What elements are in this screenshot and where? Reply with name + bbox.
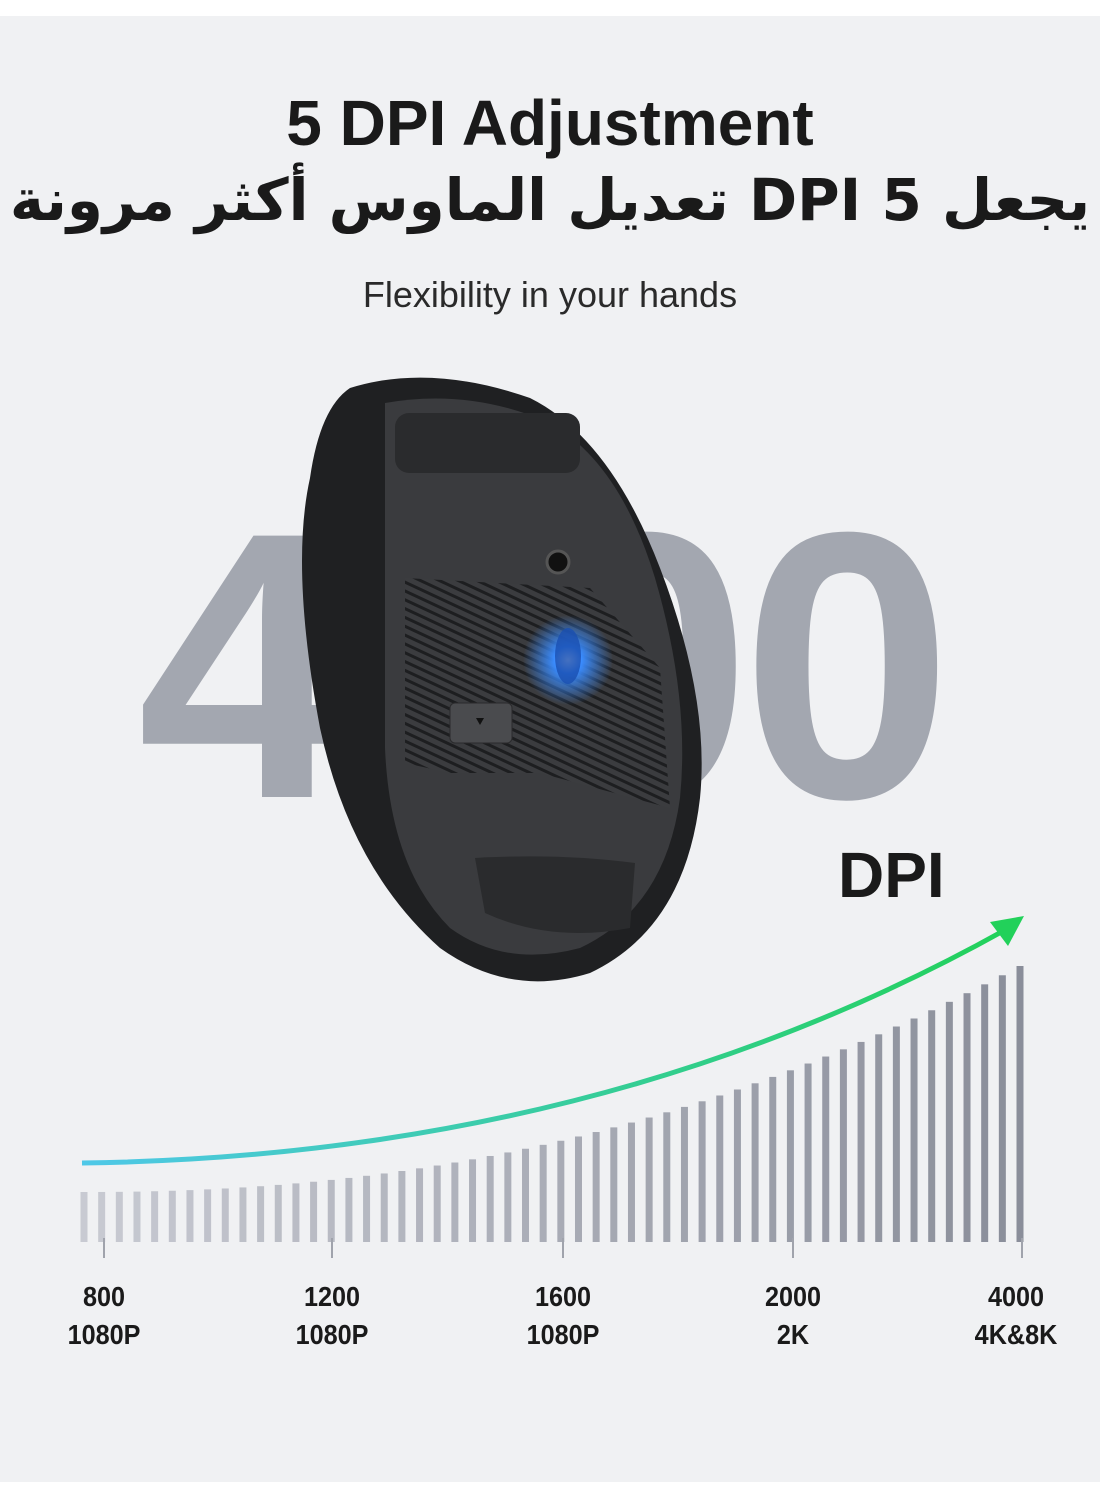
dpi-value: 2000 <box>764 1281 822 1312</box>
scale-bar <box>557 1140 565 1242</box>
dpi-level-label: 1200 1080P <box>269 1278 395 1354</box>
scale-bar <box>363 1175 371 1242</box>
dpi-button <box>545 549 571 575</box>
scale-bar <box>522 1148 530 1242</box>
scale-bar <box>292 1183 300 1242</box>
scale-bar <box>168 1190 176 1242</box>
dpi-value: 800 <box>82 1281 126 1312</box>
top-glide-pad <box>395 413 580 473</box>
scale-bar <box>981 984 989 1242</box>
mouse-image <box>302 377 702 982</box>
arabic-title: يجعل 5 DPI تعديل الماوس أكثر مرونة <box>9 166 1091 234</box>
scale-bar <box>945 1001 953 1242</box>
scale-bar <box>398 1170 406 1242</box>
scale-bar <box>327 1179 335 1242</box>
scale-bar <box>822 1056 830 1242</box>
scale-bar <box>221 1188 229 1242</box>
scale-bar <box>733 1089 741 1242</box>
scale-bar <box>345 1177 353 1242</box>
subtitle: Flexibility in your hands <box>362 274 738 315</box>
scale-bar <box>151 1191 159 1242</box>
scale-bar <box>839 1049 847 1242</box>
scale-bar <box>663 1112 671 1242</box>
scale-bar <box>680 1106 688 1242</box>
resolution-value: 1080P <box>526 1319 600 1350</box>
scale-bar <box>486 1155 494 1242</box>
resolution-value: 1080P <box>67 1319 141 1350</box>
bottom-glide-pad <box>475 856 635 933</box>
scale-bar <box>574 1136 582 1242</box>
scale-bar <box>380 1173 388 1242</box>
dpi-level-label: 800 1080P <box>41 1278 167 1354</box>
scale-bar <box>98 1191 106 1242</box>
scale-bar <box>257 1186 265 1242</box>
scale-bar <box>274 1184 282 1242</box>
scale-bar <box>769 1076 777 1242</box>
scale-bar <box>857 1041 865 1242</box>
dpi-level-label: 1600 1080P <box>500 1278 626 1354</box>
dpi-value: 4000 <box>987 1281 1045 1312</box>
dpi-bar-graphic <box>80 916 1024 1258</box>
scale-bar <box>963 993 971 1242</box>
scale-bar <box>804 1063 812 1242</box>
scale-bar <box>504 1152 512 1242</box>
scale-bar <box>115 1191 123 1242</box>
scale-bar <box>451 1162 459 1242</box>
dpi-level-label: 4000 4K&8K <box>953 1278 1079 1354</box>
scale-bar <box>998 975 1006 1242</box>
growth-arrow <box>81 927 1007 1166</box>
scale-bar <box>592 1132 600 1242</box>
scale-bar <box>310 1181 318 1242</box>
scale-bar <box>610 1127 618 1242</box>
scale-bar <box>186 1190 194 1242</box>
scale-bar <box>133 1191 141 1242</box>
resolution-value: 4K&8K <box>974 1319 1058 1350</box>
dpi-value: 1200 <box>303 1281 361 1312</box>
page-title: 5 DPI Adjustment <box>286 87 814 159</box>
scale-bar <box>416 1168 424 1242</box>
scale-bar <box>645 1117 653 1242</box>
scale-bar <box>1016 966 1024 1242</box>
scale-bar <box>751 1083 759 1242</box>
scale-bar <box>910 1018 918 1242</box>
scale-bar <box>928 1010 936 1242</box>
scale-bar <box>539 1144 547 1242</box>
optical-sensor <box>555 628 581 684</box>
scale-bar <box>786 1070 794 1242</box>
scale-bar <box>875 1034 883 1242</box>
scale-bar <box>80 1192 88 1242</box>
scale-bar <box>469 1159 477 1242</box>
dpi-value: 1600 <box>534 1281 592 1312</box>
scale-bar <box>204 1189 212 1242</box>
resolution-value: 1080P <box>295 1319 369 1350</box>
scale-bar <box>239 1187 247 1242</box>
arrow-head-icon <box>990 916 1024 946</box>
scale-bar <box>698 1101 706 1242</box>
resolution-value: 2K <box>776 1319 810 1350</box>
dpi-unit-label: DPI <box>838 839 945 911</box>
scale-bar <box>716 1095 724 1242</box>
scale-bar <box>892 1026 900 1242</box>
dpi-level-label: 2000 2K <box>730 1278 856 1354</box>
product-banner: 5 DPI Adjustment يجعل 5 DPI تعديل الماوس… <box>0 16 1100 1482</box>
scale-bar <box>627 1122 635 1242</box>
scale-bar <box>433 1165 441 1242</box>
